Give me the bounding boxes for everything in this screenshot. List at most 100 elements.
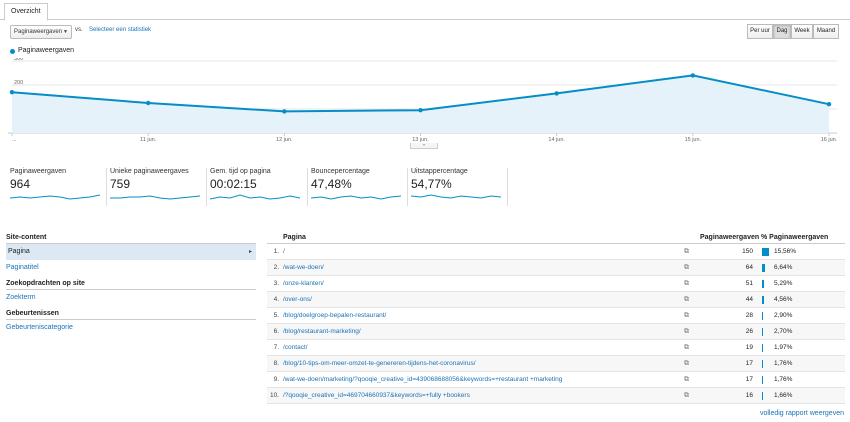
sparkline	[110, 195, 200, 200]
pct-bar	[762, 312, 763, 320]
row-views: 17	[745, 360, 753, 367]
row-index: 9.	[273, 376, 279, 383]
summary-card[interactable]: Paginaweergaven 964	[10, 168, 106, 205]
full-report-link[interactable]: volledig rapport weergeven	[759, 410, 844, 417]
row-index: 6.	[273, 328, 279, 335]
summary-card[interactable]: Gem. tijd op pagina 00:02:15	[210, 168, 306, 205]
sparkline-line	[210, 194, 300, 200]
y-tick-label: 300	[14, 58, 23, 62]
metric-select[interactable]: Paginaweergaven ▼	[10, 25, 72, 39]
metric-select-value: Paginaweergaven	[14, 29, 63, 35]
period-week-button[interactable]: Week	[791, 24, 813, 39]
row-index: 5.	[273, 312, 279, 319]
summary-card[interactable]: Bouncepercentage 47,48%	[311, 168, 407, 205]
summary-label: Gem. tijd op pagina	[210, 168, 271, 175]
pct-bar	[762, 280, 764, 288]
table-row: 8. /blog/10-tips-om-meer-omzet-te-generer…	[267, 356, 845, 372]
external-link-icon[interactable]: ⧉	[684, 360, 689, 367]
x-tick-label: 13 jun.	[412, 137, 429, 143]
nav-item-page-title[interactable]: Paginatitel	[6, 264, 39, 271]
summary-label: Uitstappercentage	[411, 168, 468, 175]
data-point	[9, 90, 15, 95]
external-link-icon[interactable]: ⧉	[684, 296, 689, 303]
page-path-link[interactable]: /onze-klanten/	[283, 280, 324, 287]
page-path-link[interactable]: /over-ons/	[283, 296, 312, 303]
x-tick-label: 15 jun.	[685, 137, 702, 143]
page-path-link[interactable]: /?qooqie_creative_id=469704660937&keywor…	[283, 392, 470, 399]
external-link-icon[interactable]: ⧉	[684, 312, 689, 319]
sparkline	[210, 194, 300, 200]
row-index: 8.	[273, 360, 279, 367]
line-chart: 100200300...11 jun.12 jun.13 jun.14 jun.…	[8, 58, 838, 143]
x-tick-label: ...	[12, 137, 17, 143]
vs-label: vs.	[75, 27, 83, 33]
pct-bar	[762, 264, 765, 272]
external-link-icon[interactable]: ⧉	[684, 392, 689, 399]
row-pct: 1,76%	[774, 376, 793, 383]
page-path-link[interactable]: /blog/doelgroep-bepalen-restaurant/	[283, 312, 387, 319]
sparkline-line	[10, 194, 100, 200]
page-path-link[interactable]: /wat-we-doen/	[283, 264, 324, 271]
sparkline-line	[411, 194, 501, 199]
sparkline	[311, 195, 401, 200]
row-pct: 4,56%	[774, 296, 793, 303]
col-page-header: Pagina	[283, 234, 306, 241]
period-hour-button[interactable]: Per uur	[747, 24, 773, 39]
table-row: 4. /over-ons/ ⧉ 44 4,56%	[267, 292, 845, 308]
row-index: 10.	[269, 392, 279, 399]
chevron-right-icon: ▸	[248, 249, 252, 255]
y-tick-label: 200	[14, 80, 23, 86]
page-path-link[interactable]: /blog/restaurant-marketing/	[283, 328, 361, 335]
row-index: 4.	[273, 296, 279, 303]
summary-label: Paginaweergaven	[10, 168, 67, 175]
pct-bar	[762, 344, 763, 352]
external-link-icon[interactable]: ⧉	[684, 328, 689, 335]
tab-overview[interactable]: Overzicht	[4, 3, 48, 21]
row-views: 28	[745, 312, 753, 319]
table-row: 3. /onze-klanten/ ⧉ 51 5,29%	[267, 276, 845, 292]
summary-value: 54,77%	[411, 177, 452, 191]
col-pct-header: % Paginaweergaven	[761, 234, 829, 241]
summary-card[interactable]: Uitstappercentage 54,77%	[411, 168, 507, 205]
x-tick-label: 11 jun.	[140, 137, 157, 143]
page-path-link[interactable]: /wat-we-doen/marketing/?qooqie_creative_…	[283, 376, 563, 383]
row-index: 2.	[273, 264, 279, 271]
external-link-icon[interactable]: ⧉	[684, 376, 689, 383]
external-link-icon[interactable]: ⧉	[684, 344, 689, 351]
summary-label: Unieke paginaweergaves	[110, 168, 189, 175]
row-pct: 1,97%	[774, 344, 793, 351]
row-pct: 5,29%	[774, 280, 793, 287]
nav-item-event-category[interactable]: Gebeurteniscategorie	[6, 324, 73, 331]
summary-divider	[307, 168, 308, 206]
page-path-link[interactable]: /blog/10-tips-om-meer-omzet-te-genereren…	[283, 360, 476, 367]
table-row: 5. /blog/doelgroep-bepalen-restaurant/ ⧉ 28…	[267, 308, 845, 324]
page-path-link[interactable]: /	[283, 248, 285, 255]
sparkline	[411, 194, 501, 199]
area-fill	[12, 75, 829, 133]
data-point	[418, 108, 423, 113]
chart-resize-handle[interactable]: ▾	[410, 143, 438, 149]
external-link-icon[interactable]: ⧉	[684, 280, 689, 287]
table-row: 1. / ⧉ 150 15,56%	[267, 244, 845, 260]
nav-item-search-term[interactable]: Zoekterm	[6, 294, 36, 301]
row-index: 7.	[273, 344, 279, 351]
summary-divider	[106, 168, 107, 206]
period-month-button[interactable]: Maand	[813, 24, 839, 39]
summary-divider	[507, 168, 508, 206]
x-tick-label: 12 jun.	[276, 137, 293, 143]
summary-card[interactable]: Unieke paginaweergaves 759	[110, 168, 206, 205]
tab-bar: Overzicht	[0, 0, 850, 21]
sparkline	[10, 194, 100, 200]
external-link-icon[interactable]: ⧉	[684, 264, 689, 271]
select-statistic-link[interactable]: Selecteer een statistiek	[89, 27, 152, 33]
data-point	[826, 102, 832, 107]
summary-divider	[407, 168, 408, 206]
period-day-button[interactable]: Dag	[773, 24, 791, 39]
row-pct: 1,66%	[774, 392, 793, 399]
table-header: Pagina Paginaweergaven % Paginaweergaven	[267, 233, 845, 244]
row-views: 19	[745, 344, 753, 351]
external-link-icon[interactable]: ⧉	[684, 248, 689, 255]
page-path-link[interactable]: /contact/	[283, 344, 308, 351]
summary-value: 759	[110, 177, 131, 191]
nav-item-page[interactable]: Pagina ▸	[6, 244, 256, 260]
